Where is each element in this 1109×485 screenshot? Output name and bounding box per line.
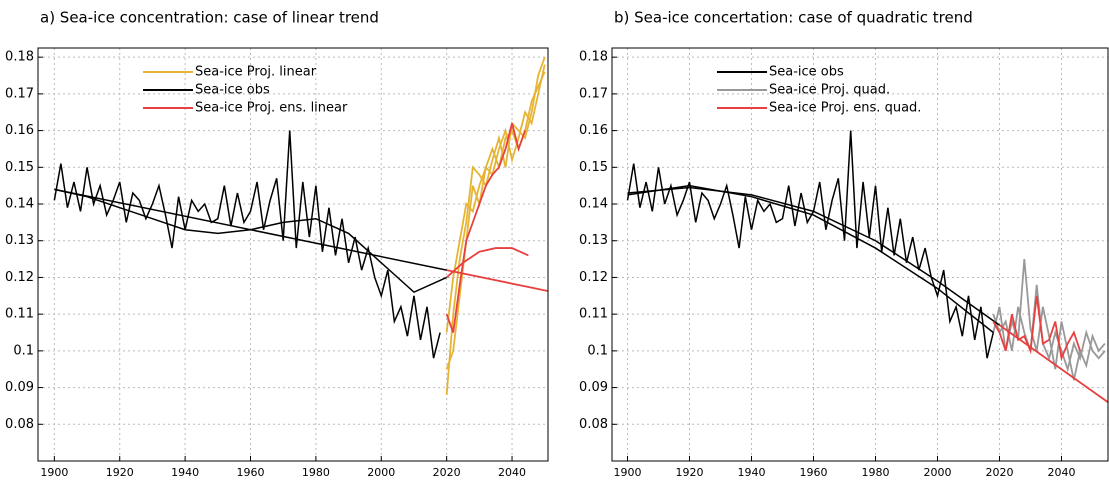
x-tick-label: 1960 [800,466,828,479]
y-tick-label: 0.13 [5,233,34,248]
y-tick-label: 0.09 [579,380,608,395]
y-tick-label: 0.15 [5,160,34,175]
plot-area [53,56,548,395]
y-tick-label: 0.09 [5,380,34,395]
series-line [998,324,1108,403]
y-tick-label: 0.08 [579,417,608,432]
x-tick-label: 1940 [171,466,199,479]
chart-title: b) Sea-ice concertation: case of quadrat… [614,9,973,27]
legend-label: Sea-ice Proj. linear [195,65,317,80]
chart-title: a) Sea-ice concentration: case of linear… [40,9,379,27]
y-tick-label: 0.11 [579,307,608,322]
y-tick-label: 0.12 [5,270,34,285]
x-tick-label: 1980 [302,466,330,479]
legend-label: Sea-ice obs [769,65,844,80]
y-tick-label: 0.17 [579,86,608,101]
y-tick-label: 0.18 [5,50,34,65]
x-tick-label: 1980 [862,466,890,479]
legend-label: Sea-ice Proj. quad. [769,83,890,98]
y-tick-label: 0.14 [579,197,608,212]
series-line [627,184,994,334]
y-tick-label: 0.11 [5,307,34,322]
y-tick-label: 0.15 [579,160,608,175]
series-line [53,130,441,359]
y-tick-label: 0.16 [5,123,34,138]
x-tick-label: 1960 [237,466,265,479]
legend-label: Sea-ice Proj. ens. quad. [769,101,921,116]
x-tick-label: 1900 [614,466,642,479]
x-tick-label: 2020 [986,466,1014,479]
series-line [626,130,995,359]
x-tick-label: 1900 [40,466,68,479]
series-line [445,56,546,395]
y-tick-label: 0.17 [5,86,34,101]
legend-label: Sea-ice Proj. ens. linear [195,101,348,116]
x-tick-label: 1920 [676,466,704,479]
series-line [627,186,1000,326]
plot-area [626,130,1108,403]
x-tick-label: 2000 [367,466,395,479]
x-tick-label: 1940 [738,466,766,479]
legend-label: Sea-ice obs [195,83,270,98]
y-tick-label: 0.13 [579,233,608,248]
x-tick-label: 2020 [433,466,461,479]
series-line [992,295,1081,362]
x-tick-label: 2040 [498,466,526,479]
series-line [446,247,529,279]
series-line [992,284,1106,373]
plot-frame [611,47,1109,462]
y-tick-label: 0.08 [5,417,34,432]
y-tick-label: 0.12 [579,270,608,285]
series-line [445,123,526,333]
y-tick-label: 0.16 [579,123,608,138]
series-line [446,269,548,292]
y-tick-label: 0.14 [5,197,34,212]
x-tick-label: 2000 [924,466,952,479]
x-tick-label: 2040 [1048,466,1076,479]
series-line [54,188,447,271]
plot-frame [37,47,549,462]
y-tick-label: 0.18 [579,50,608,65]
y-tick-label: 0.1 [13,343,34,358]
y-tick-label: 0.1 [587,343,608,358]
series-line [992,259,1106,381]
x-tick-label: 1920 [106,466,134,479]
